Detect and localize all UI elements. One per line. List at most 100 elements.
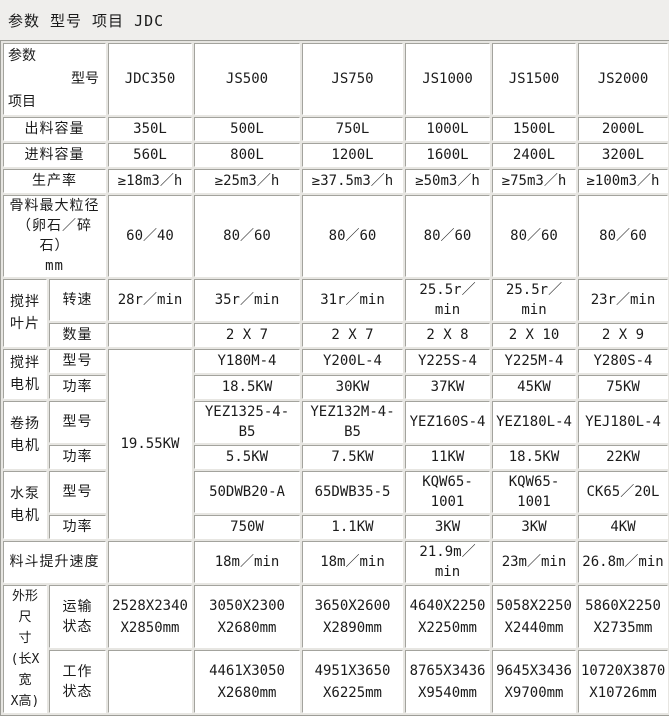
table-cell: 3200L <box>578 143 668 167</box>
group-label-line: 搅拌 <box>10 294 40 310</box>
group-label-dimensions: 外形尺 寸 (长X宽 X高) <box>3 585 47 713</box>
corner-item-label: 项目 <box>8 94 36 110</box>
row-label-productivity: 生产率 <box>3 169 106 193</box>
table-cell: 80／60 <box>302 195 403 277</box>
sub-label-model: 型号 <box>49 401 106 443</box>
table-cell: 18.5KW <box>194 375 300 399</box>
model-header-js500: JS500 <box>194 43 300 115</box>
row-label-aggregate: 骨料最大粒径 （卵石／碎石） mm <box>3 195 106 277</box>
table-cell: 3050X2300 X2680mm <box>194 585 300 648</box>
table-cell: 4461X3050 X2680mm <box>194 650 300 713</box>
corner-model-label: 型号 <box>71 71 99 87</box>
table-cell: 2 X 8 <box>405 323 490 347</box>
table-cell: YEZ180L-4 <box>492 401 576 443</box>
table-cell <box>108 541 192 583</box>
row-dimensions-transport: 外形尺 寸 (长X宽 X高) 运输 状态 2528X2340 X2850mm 3… <box>3 585 668 713</box>
table-cell: 2000L <box>578 117 668 141</box>
aggregate-label-line1: 骨料最大粒径 <box>9 198 100 214</box>
table-cell: 80／60 <box>194 195 300 277</box>
table-cell: 2528X2340 X2850mm <box>108 585 192 648</box>
row-blade-speed: 搅拌 叶片 转速 28r／min 35r／min 31r／min 25.5r／m… <box>3 279 668 347</box>
sub-label-power: 功率 <box>49 515 106 539</box>
table-cell <box>108 650 192 713</box>
table-cell: 800L <box>194 143 300 167</box>
group-label-line: 水泵 <box>10 486 40 502</box>
row-discharge-capacity: 出料容量 350L 500L 750L 1000L 1500L 2000L <box>3 117 668 141</box>
table-cell: KQW65-1001 <box>492 471 576 513</box>
table-cell: Y180M-4 <box>194 349 300 373</box>
table-cell: Y225S-4 <box>405 349 490 373</box>
table-cell: 3KW <box>405 515 490 539</box>
table-cell: 45KW <box>492 375 576 399</box>
table-cell: 25.5r／min <box>405 279 490 321</box>
table-cell: ≥75m3／h <box>492 169 576 193</box>
row-label-feed: 进料容量 <box>3 143 106 167</box>
aggregate-label-line3: mm <box>45 258 64 274</box>
table-cell: YEJ180L-4 <box>578 401 668 443</box>
table-cell: 2 X 10 <box>492 323 576 347</box>
sub-label-line: 状态 <box>62 683 93 700</box>
sub-label-line: 运输 <box>62 598 93 615</box>
table-cell: Y280S-4 <box>578 349 668 373</box>
sub-label-power: 功率 <box>49 445 106 469</box>
table-cell: KQW65-1001 <box>405 471 490 513</box>
spec-table: 参数 型号 项目 JDC350 JS500 JS750 JS1000 JS150… <box>0 40 669 716</box>
table-cell: 75KW <box>578 375 668 399</box>
table-cell: 750L <box>302 117 403 141</box>
sub-label-speed: 转速 <box>49 279 106 321</box>
table-cell: 4KW <box>578 515 668 539</box>
table-cell: 50DWB20-A <box>194 471 300 513</box>
row-blade-quantity: 数量 2 X 7 2 X 7 2 X 8 2 X 10 2 X 9 <box>3 323 668 347</box>
group-label-line: (长X宽 <box>10 652 40 688</box>
corner-param-label: 参数 <box>8 48 36 64</box>
group-label-hoist-motor: 卷扬 电机 <box>3 401 47 469</box>
table-cell: 5058X2250 X2440mm <box>492 585 576 648</box>
table-cell: 23r／min <box>578 279 668 321</box>
group-label-mixing-motor: 搅拌 电机 <box>3 349 47 399</box>
table-cell: 80／60 <box>405 195 490 277</box>
table-cell: 28r／min <box>108 279 192 321</box>
table-cell: 30KW <box>302 375 403 399</box>
group-label-line: 卷扬 <box>10 416 40 432</box>
table-cell: 8765X3436 X9540mm <box>405 650 490 713</box>
group-label-mixing-blade: 搅拌 叶片 <box>3 279 47 347</box>
table-cell: 18m／min <box>194 541 300 583</box>
row-hopper-speed: 料斗提升速度 18m／min 18m／min 21.9m／min 23m／min… <box>3 541 668 583</box>
table-cell: 750W <box>194 515 300 539</box>
table-cell: 11KW <box>405 445 490 469</box>
table-cell: 4951X3650 X6225mm <box>302 650 403 713</box>
table-cell: 31r／min <box>302 279 403 321</box>
table-cell: 1.1KW <box>302 515 403 539</box>
table-cell: 65DWB35-5 <box>302 471 403 513</box>
table-cell: ≥37.5m3／h <box>302 169 403 193</box>
table-cell: ≥18m3／h <box>108 169 192 193</box>
table-cell: 25.5r／min <box>492 279 576 321</box>
row-mixer-motor-model: 搅拌 电机 型号 19.55KW Y180M-4 Y200L-4 Y225S-4… <box>3 349 668 539</box>
table-cell: ≥50m3／h <box>405 169 490 193</box>
row-pump-motor-model: 水泵 电机 型号 50DWB20-A 65DWB35-5 KQW65-1001 … <box>3 471 668 539</box>
table-cell: 10720X3870 X10726mm <box>578 650 668 713</box>
row-aggregate-size: 骨料最大粒径 （卵石／碎石） mm 60／40 80／60 80／60 80／6… <box>3 195 668 277</box>
table-cell: Y225M-4 <box>492 349 576 373</box>
table-cell: 80／60 <box>578 195 668 277</box>
row-label-hopper-speed: 料斗提升速度 <box>3 541 106 583</box>
sub-label-power: 功率 <box>49 375 106 399</box>
group-label-line: 寸 <box>18 631 32 646</box>
table-cell: 37KW <box>405 375 490 399</box>
sub-label-work-state: 工作 状态 <box>49 650 106 713</box>
jdc350-merged-power-cell: 19.55KW <box>108 349 192 539</box>
table-cell: YEZ160S-4 <box>405 401 490 443</box>
table-cell: 23m／min <box>492 541 576 583</box>
group-label-line: 电机 <box>10 377 40 393</box>
table-cell: Y200L-4 <box>302 349 403 373</box>
table-cell: 18m／min <box>302 541 403 583</box>
model-header-js750: JS750 <box>302 43 403 115</box>
model-header-js1000: JS1000 <box>405 43 490 115</box>
sub-label-model: 型号 <box>49 471 106 513</box>
table-cell: 9645X3436 X9700mm <box>492 650 576 713</box>
table-cell: 18.5KW <box>492 445 576 469</box>
sub-label-line: 状态 <box>62 618 93 635</box>
table-cell: 1000L <box>405 117 490 141</box>
group-label-line: X高) <box>10 694 40 709</box>
sub-label-line: 工作 <box>62 663 93 680</box>
